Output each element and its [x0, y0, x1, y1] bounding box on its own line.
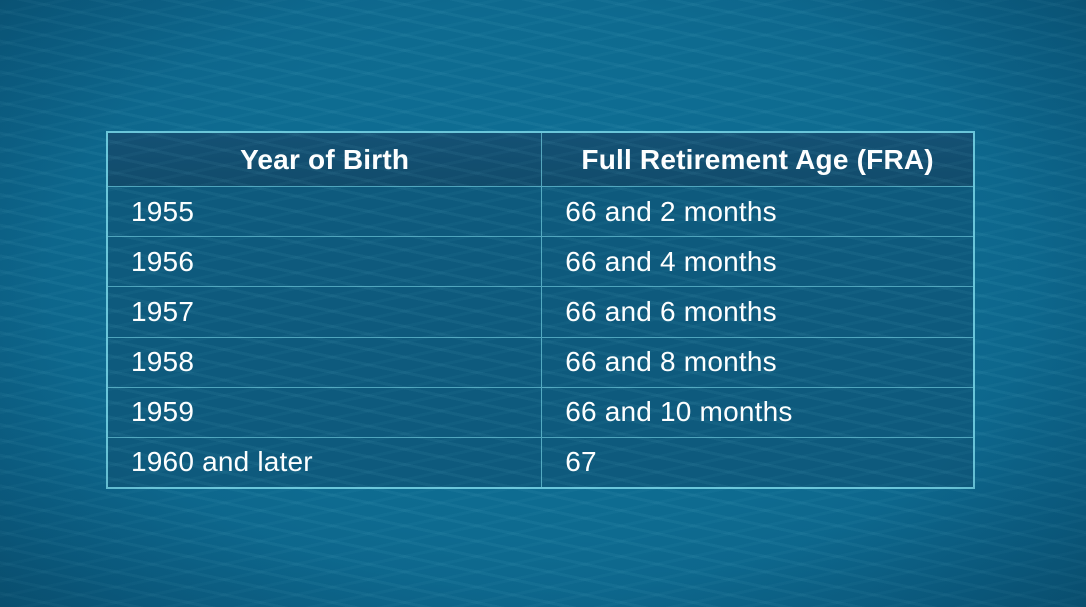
fra-table: Year of Birth Full Retirement Age (FRA) … [106, 131, 975, 489]
year-cell: 1958 [108, 337, 543, 387]
year-cell: 1960 and later [108, 437, 543, 488]
year-cell: 1959 [108, 387, 543, 437]
fra-cell: 66 and 4 months [565, 245, 777, 277]
year-cell: 1955 [108, 187, 543, 237]
year-of-birth-column-header: Year of Birth [108, 133, 543, 186]
table-row: 1960 and later 67 [108, 436, 973, 488]
year-cell: 1957 [108, 287, 543, 337]
table-row: 1958 66 and 8 months [108, 336, 973, 387]
fra-cell: 66 and 10 months [565, 396, 793, 428]
fra-cell: 67 [565, 446, 597, 478]
table-row: 1955 66 and 2 months [108, 186, 973, 237]
fra-cell: 66 and 8 months [565, 346, 777, 378]
table-row: 1956 66 and 4 months [108, 236, 973, 287]
fra-column-header: Full Retirement Age (FRA) [581, 143, 934, 175]
table-header-row: Year of Birth Full Retirement Age (FRA) [108, 133, 973, 186]
fra-cell: 66 and 6 months [565, 295, 777, 327]
fra-cell: 66 and 2 months [565, 195, 777, 227]
table-row: 1957 66 and 6 months [108, 286, 973, 337]
year-cell: 1956 [108, 237, 543, 287]
table-row: 1959 66 and 10 months [108, 386, 973, 437]
